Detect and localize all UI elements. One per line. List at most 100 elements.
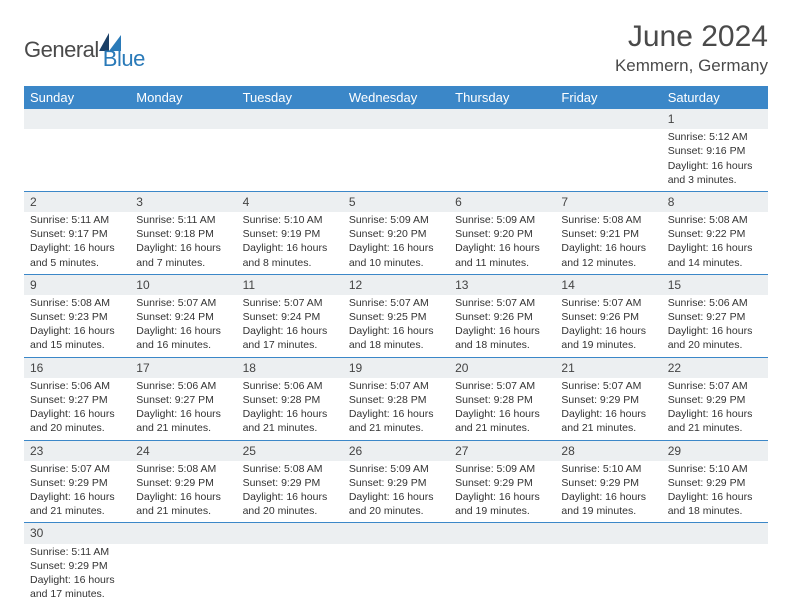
day-details: Sunrise: 5:07 AMSunset: 9:26 PMDaylight:… <box>555 295 661 357</box>
sunset-text: Sunset: 9:29 PM <box>30 476 124 490</box>
calendar-day-cell: 26Sunrise: 5:09 AMSunset: 9:29 PMDayligh… <box>343 440 449 523</box>
daylight-text: Daylight: 16 hours <box>136 407 230 421</box>
sunset-text: Sunset: 9:29 PM <box>668 393 762 407</box>
day-details: Sunrise: 5:10 AMSunset: 9:19 PMDaylight:… <box>237 212 343 274</box>
sunset-text: Sunset: 9:24 PM <box>243 310 337 324</box>
daylight-text: and 18 minutes. <box>668 504 762 518</box>
daylight-text: Daylight: 16 hours <box>455 407 549 421</box>
daylight-text: Daylight: 16 hours <box>30 324 124 338</box>
daylight-text: and 11 minutes. <box>455 256 549 270</box>
sunrise-text: Sunrise: 5:09 AM <box>349 213 443 227</box>
daylight-text: and 16 minutes. <box>136 338 230 352</box>
sunset-text: Sunset: 9:27 PM <box>136 393 230 407</box>
sunset-text: Sunset: 9:27 PM <box>668 310 762 324</box>
logo-text-blue: Blue <box>103 46 145 72</box>
daylight-text: Daylight: 16 hours <box>455 490 549 504</box>
day-details: Sunrise: 5:09 AMSunset: 9:29 PMDaylight:… <box>449 461 555 523</box>
logo: General Blue <box>24 20 145 72</box>
sunrise-text: Sunrise: 5:07 AM <box>349 296 443 310</box>
calendar-day-cell <box>343 109 449 191</box>
day-details: Sunrise: 5:06 AMSunset: 9:27 PMDaylight:… <box>130 378 236 440</box>
sunset-text: Sunset: 9:28 PM <box>243 393 337 407</box>
sunset-text: Sunset: 9:17 PM <box>30 227 124 241</box>
day-number: 5 <box>343 192 449 212</box>
calendar-day-cell: 13Sunrise: 5:07 AMSunset: 9:26 PMDayligh… <box>449 274 555 357</box>
day-details: Sunrise: 5:08 AMSunset: 9:29 PMDaylight:… <box>237 461 343 523</box>
day-details: Sunrise: 5:09 AMSunset: 9:29 PMDaylight:… <box>343 461 449 523</box>
sunrise-text: Sunrise: 5:08 AM <box>668 213 762 227</box>
daylight-text: and 17 minutes. <box>243 338 337 352</box>
sunset-text: Sunset: 9:21 PM <box>561 227 655 241</box>
sunrise-text: Sunrise: 5:11 AM <box>30 213 124 227</box>
calendar-body: 1Sunrise: 5:12 AMSunset: 9:16 PMDaylight… <box>24 109 768 605</box>
sunrise-text: Sunrise: 5:08 AM <box>243 462 337 476</box>
daylight-text: Daylight: 16 hours <box>349 407 443 421</box>
calendar-day-cell <box>24 109 130 191</box>
day-details: Sunrise: 5:08 AMSunset: 9:23 PMDaylight:… <box>24 295 130 357</box>
sunset-text: Sunset: 9:22 PM <box>668 227 762 241</box>
calendar-day-cell <box>130 109 236 191</box>
sunset-text: Sunset: 9:27 PM <box>30 393 124 407</box>
sunset-text: Sunset: 9:16 PM <box>668 144 762 158</box>
sunset-text: Sunset: 9:28 PM <box>349 393 443 407</box>
day-details: Sunrise: 5:11 AMSunset: 9:18 PMDaylight:… <box>130 212 236 274</box>
sunrise-text: Sunrise: 5:07 AM <box>136 296 230 310</box>
sunrise-text: Sunrise: 5:11 AM <box>136 213 230 227</box>
sunrise-text: Sunrise: 5:09 AM <box>455 462 549 476</box>
daylight-text: Daylight: 16 hours <box>30 573 124 587</box>
day-number: 27 <box>449 441 555 461</box>
day-details: Sunrise: 5:09 AMSunset: 9:20 PMDaylight:… <box>449 212 555 274</box>
daylight-text: and 14 minutes. <box>668 256 762 270</box>
weekday-header: Tuesday <box>237 86 343 109</box>
sunrise-text: Sunrise: 5:10 AM <box>668 462 762 476</box>
daylight-text: and 8 minutes. <box>243 256 337 270</box>
sunset-text: Sunset: 9:20 PM <box>455 227 549 241</box>
sunrise-text: Sunrise: 5:06 AM <box>668 296 762 310</box>
calendar-day-cell: 7Sunrise: 5:08 AMSunset: 9:21 PMDaylight… <box>555 191 661 274</box>
weekday-header: Saturday <box>662 86 768 109</box>
calendar-day-cell: 2Sunrise: 5:11 AMSunset: 9:17 PMDaylight… <box>24 191 130 274</box>
day-number: 29 <box>662 441 768 461</box>
calendar-day-cell: 22Sunrise: 5:07 AMSunset: 9:29 PMDayligh… <box>662 357 768 440</box>
calendar-day-cell: 23Sunrise: 5:07 AMSunset: 9:29 PMDayligh… <box>24 440 130 523</box>
sunset-text: Sunset: 9:29 PM <box>455 476 549 490</box>
day-number: 6 <box>449 192 555 212</box>
daylight-text: Daylight: 16 hours <box>243 490 337 504</box>
weekday-header-row: Sunday Monday Tuesday Wednesday Thursday… <box>24 86 768 109</box>
day-details: Sunrise: 5:07 AMSunset: 9:24 PMDaylight:… <box>130 295 236 357</box>
day-number: 18 <box>237 358 343 378</box>
day-number: 21 <box>555 358 661 378</box>
calendar-week-row: 30Sunrise: 5:11 AMSunset: 9:29 PMDayligh… <box>24 523 768 605</box>
sunrise-text: Sunrise: 5:06 AM <box>136 379 230 393</box>
page-title: June 2024 <box>615 20 768 54</box>
day-details: Sunrise: 5:09 AMSunset: 9:20 PMDaylight:… <box>343 212 449 274</box>
calendar-week-row: 2Sunrise: 5:11 AMSunset: 9:17 PMDaylight… <box>24 191 768 274</box>
daylight-text: Daylight: 16 hours <box>455 241 549 255</box>
calendar-day-cell: 24Sunrise: 5:08 AMSunset: 9:29 PMDayligh… <box>130 440 236 523</box>
calendar-day-cell: 4Sunrise: 5:10 AMSunset: 9:19 PMDaylight… <box>237 191 343 274</box>
daylight-text: and 21 minutes. <box>561 421 655 435</box>
daylight-text: Daylight: 16 hours <box>136 490 230 504</box>
daylight-text: Daylight: 16 hours <box>668 241 762 255</box>
day-details: Sunrise: 5:07 AMSunset: 9:26 PMDaylight:… <box>449 295 555 357</box>
sunrise-text: Sunrise: 5:11 AM <box>30 545 124 559</box>
sunset-text: Sunset: 9:24 PM <box>136 310 230 324</box>
calendar-week-row: 9Sunrise: 5:08 AMSunset: 9:23 PMDaylight… <box>24 274 768 357</box>
logo-text-general: General <box>24 37 99 63</box>
sunrise-text: Sunrise: 5:07 AM <box>455 296 549 310</box>
daylight-text: Daylight: 16 hours <box>561 324 655 338</box>
day-number: 25 <box>237 441 343 461</box>
daylight-text: and 21 minutes. <box>136 504 230 518</box>
sunrise-text: Sunrise: 5:06 AM <box>243 379 337 393</box>
day-details: Sunrise: 5:10 AMSunset: 9:29 PMDaylight:… <box>555 461 661 523</box>
daylight-text: and 20 minutes. <box>349 504 443 518</box>
daylight-text: Daylight: 16 hours <box>136 324 230 338</box>
sunset-text: Sunset: 9:29 PM <box>136 476 230 490</box>
daylight-text: and 17 minutes. <box>30 587 124 601</box>
calendar-day-cell: 20Sunrise: 5:07 AMSunset: 9:28 PMDayligh… <box>449 357 555 440</box>
daylight-text: and 5 minutes. <box>30 256 124 270</box>
daylight-text: and 20 minutes. <box>30 421 124 435</box>
day-number: 8 <box>662 192 768 212</box>
header: General Blue June 2024 Kemmern, Germany <box>24 20 768 76</box>
sunrise-text: Sunrise: 5:07 AM <box>668 379 762 393</box>
